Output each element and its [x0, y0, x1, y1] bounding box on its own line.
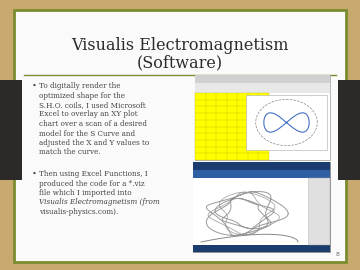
Bar [246, 95, 327, 150]
Text: Visualis Electromagnetism (from: Visualis Electromagnetism (from [39, 198, 160, 207]
Bar [195, 83, 330, 93]
Bar [193, 170, 330, 178]
Text: model for the S Curve and: model for the S Curve and [39, 130, 135, 137]
Bar [195, 75, 330, 83]
Text: match the curve.: match the curve. [39, 148, 101, 157]
Text: chart over a scan of a desired: chart over a scan of a desired [39, 120, 147, 128]
Bar [193, 162, 330, 170]
Bar [195, 93, 269, 160]
Text: optimized shape for the: optimized shape for the [39, 92, 125, 100]
Bar [193, 245, 330, 252]
Text: adjusted the X and Y values to: adjusted the X and Y values to [39, 139, 149, 147]
Text: Visualis Electromagnetism: Visualis Electromagnetism [71, 36, 289, 53]
Text: produced the code for a *.viz: produced the code for a *.viz [39, 180, 145, 187]
Text: (Software): (Software) [137, 55, 223, 72]
Bar [0, 80, 22, 180]
Text: S.H.O. coils, I used Microsoft: S.H.O. coils, I used Microsoft [39, 101, 146, 109]
Text: Then using Excel Functions, I: Then using Excel Functions, I [39, 170, 148, 178]
Text: To digitally render the: To digitally render the [39, 82, 121, 90]
Bar [193, 178, 308, 245]
Bar [308, 178, 330, 245]
Text: •: • [32, 170, 37, 178]
Text: •: • [32, 82, 37, 90]
Text: visualis-physics.com).: visualis-physics.com). [39, 208, 118, 216]
Bar [195, 75, 330, 160]
Bar [338, 80, 360, 180]
Text: Excel to overlay an XY plot: Excel to overlay an XY plot [39, 110, 138, 119]
Text: file which I imported into: file which I imported into [39, 189, 132, 197]
Bar [193, 162, 330, 252]
Text: 8: 8 [336, 252, 340, 257]
